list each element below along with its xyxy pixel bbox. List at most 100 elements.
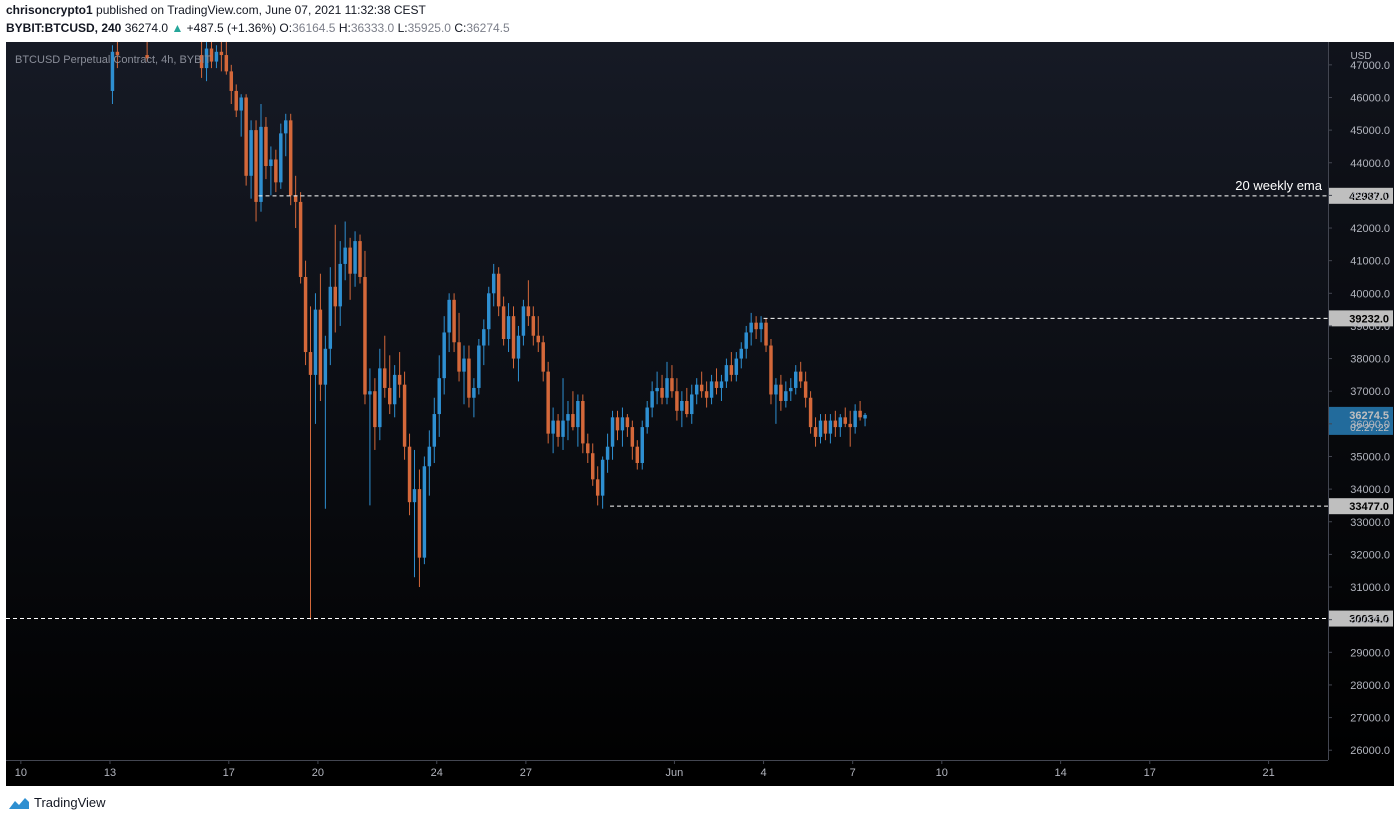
time-axis-bg[interactable]	[6, 760, 1394, 786]
price-axis-bg[interactable]	[1328, 42, 1394, 786]
close-label: C:	[454, 21, 467, 35]
candle	[848, 410, 852, 447]
candle	[586, 433, 590, 464]
candle	[383, 335, 387, 398]
candle	[843, 407, 847, 428]
candle	[298, 192, 303, 284]
published-text: published on TradingView.com, June 07, 2…	[96, 3, 426, 17]
candle	[204, 42, 209, 82]
candle	[714, 368, 719, 395]
candle	[729, 352, 734, 382]
y-tick-label: 45000.0	[1350, 125, 1390, 137]
currency-label[interactable]: USD	[1350, 51, 1371, 62]
candle	[313, 293, 318, 424]
candle	[199, 42, 204, 78]
candle	[437, 355, 441, 437]
candle	[457, 312, 461, 382]
low-label: L:	[397, 21, 408, 35]
y-tick-label: 44000.0	[1350, 158, 1390, 170]
candle	[670, 365, 674, 398]
candle	[259, 104, 263, 212]
candle	[625, 414, 630, 437]
y-tick-label: 38000.0	[1350, 354, 1390, 366]
candle	[784, 381, 788, 408]
x-tick-label: Jun	[666, 767, 684, 779]
x-tick-label: 24	[431, 767, 443, 779]
candle	[833, 410, 838, 437]
candle	[571, 391, 575, 431]
candle	[368, 368, 372, 506]
y-tick-label: 40000.0	[1350, 288, 1390, 300]
candle	[789, 378, 793, 401]
candle	[496, 267, 501, 317]
candle	[675, 378, 679, 421]
price-axis: 26000.0 27000.0 28000.0 29000.0 30000.0 31000…	[1328, 42, 1394, 786]
candle	[828, 414, 833, 444]
candle	[209, 42, 214, 69]
candle	[358, 234, 362, 284]
candle	[685, 387, 689, 418]
candle	[808, 391, 813, 434]
candle	[680, 391, 684, 428]
candle	[858, 401, 862, 421]
tradingview-brand-text: TradingView	[34, 795, 106, 810]
ohlc-line: BYBIT:BTCUSD, 240 36274.0 ▲ +487.5 (+1.3…	[6, 21, 510, 35]
candle	[402, 371, 407, 460]
candle	[422, 456, 427, 565]
svg-text:36274.5: 36274.5	[1349, 410, 1389, 422]
candle	[110, 45, 115, 105]
chart-background	[6, 42, 1394, 786]
candle	[472, 378, 476, 418]
candle	[397, 352, 402, 398]
candle	[709, 374, 714, 405]
x-tick-label: 21	[1262, 767, 1274, 779]
candle	[694, 378, 699, 405]
level-price-tag: 42987.0	[1329, 187, 1393, 204]
candle	[551, 407, 555, 454]
y-tick-label: 30000.0	[1350, 615, 1390, 627]
candle	[749, 312, 753, 346]
candle	[274, 149, 278, 193]
candle	[284, 113, 288, 157]
candle	[407, 433, 412, 516]
candle	[115, 42, 120, 69]
high-value: 36333.0	[350, 21, 395, 35]
svg-text:30034.0: 30034.0	[1349, 614, 1389, 626]
candle	[491, 263, 496, 307]
candle	[521, 299, 526, 346]
candle	[308, 306, 313, 620]
footer: TradingView	[0, 786, 1400, 820]
y-tick-label: 47000.0	[1350, 60, 1390, 72]
candle	[853, 404, 857, 434]
y-tick-label: 43000.0	[1350, 190, 1390, 202]
level-price-tag: 33477.0	[1329, 498, 1393, 515]
candles-layer	[110, 42, 867, 620]
candle	[338, 241, 342, 326]
candle	[630, 420, 635, 460]
candle	[254, 120, 258, 222]
candle	[581, 394, 585, 454]
y-tick-label: 26000.0	[1350, 745, 1390, 757]
candle	[412, 449, 417, 578]
candle	[462, 345, 466, 405]
y-tick-label: 39000.0	[1350, 321, 1390, 333]
y-tick-label: 33000.0	[1350, 517, 1390, 529]
levels-layer: 20 weekly ema 42987.0 39232.0 33477.0 30034.…	[6, 178, 1393, 627]
candle	[526, 280, 531, 326]
candle	[813, 417, 818, 447]
candle	[739, 342, 744, 369]
candle	[774, 378, 778, 424]
candlestick-chart[interactable]: 20 weekly ema 42987.0 39232.0 33477.0 30034.…	[6, 42, 1394, 786]
author-name[interactable]: chrisoncrypto1	[6, 3, 93, 17]
candle	[452, 293, 456, 353]
candle	[328, 267, 333, 366]
candle	[234, 84, 238, 118]
tradingview-logo[interactable]: TradingView	[8, 795, 106, 810]
candle	[239, 94, 243, 137]
candle	[744, 325, 748, 359]
candle	[343, 221, 347, 281]
candle	[269, 146, 273, 196]
symbol-label[interactable]: BYBIT:BTCUSD, 240	[6, 21, 122, 35]
candle	[536, 316, 540, 353]
x-tick-label: 4	[760, 767, 766, 779]
